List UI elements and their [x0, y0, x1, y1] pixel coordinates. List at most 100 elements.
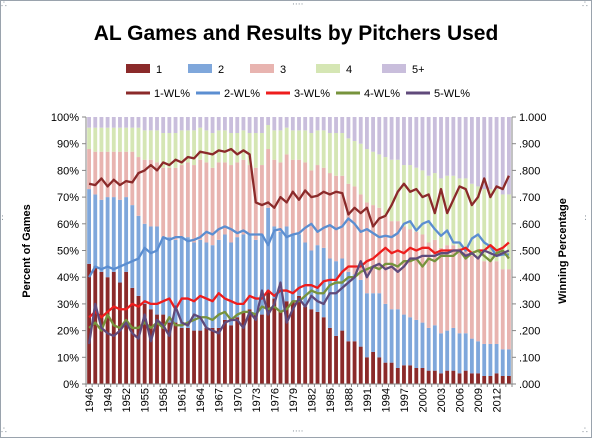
legend-label: 2 — [218, 64, 224, 76]
bar-segment-5+ — [93, 117, 98, 128]
bar-segment-2 — [278, 231, 283, 312]
bar-segment-4 — [253, 133, 258, 168]
bar-segment-2 — [167, 237, 172, 323]
bar-segment-1 — [198, 330, 203, 384]
bar-segment-5+ — [297, 117, 301, 131]
bar-segment-3 — [309, 170, 314, 251]
bar-segment-3 — [229, 165, 233, 243]
line-4-WL% — [88, 249, 510, 332]
resize-handle-top-right[interactable]: ∴ — [582, 0, 588, 10]
bar-segment-1 — [507, 375, 511, 384]
resize-handle-bottom-right[interactable]: ∴ — [582, 426, 588, 436]
bar-segment-4 — [142, 130, 147, 160]
bar-segment-3 — [130, 151, 135, 206]
bar-segment-3 — [247, 165, 252, 235]
legend-label: 1 — [156, 64, 162, 76]
bar-segment-2 — [260, 234, 264, 315]
bar-segment-1 — [223, 319, 227, 384]
x-tick-label: 2009 — [473, 388, 485, 412]
bar-segment-3 — [167, 167, 172, 238]
resize-handle-top-left[interactable]: ∴ — [1, 0, 7, 10]
bar-segment-1 — [179, 327, 184, 384]
bar-segment-4 — [136, 127, 141, 158]
bar-segment-2 — [235, 237, 240, 318]
bar-segment-4 — [148, 130, 153, 160]
bar-segment-1 — [167, 322, 172, 384]
x-tick-label: 1973 — [251, 388, 263, 412]
y-axis-label: Percent of Games — [21, 204, 33, 298]
bar-segment-3 — [383, 215, 388, 304]
bar-segment-3 — [457, 247, 462, 334]
bar-segment-1 — [260, 314, 264, 384]
x-tick-label: 2003 — [436, 388, 448, 412]
y2-tick-label: .800 — [519, 165, 540, 177]
bar-segment-1 — [111, 271, 116, 384]
bar-segment-4 — [223, 130, 227, 163]
legend-item-5-WL%: 5-WL% — [406, 88, 470, 100]
bar-segment-2 — [352, 274, 357, 342]
resize-handle-left[interactable]: : — [1, 213, 5, 223]
bar-segment-2 — [142, 223, 147, 304]
bar-segment-1 — [272, 298, 277, 384]
x-tick-label: 1991 — [362, 388, 374, 412]
y2-tick-label: .200 — [519, 326, 540, 338]
bar-segment-4 — [463, 178, 468, 251]
resize-handle-bottom[interactable]: ···· — [292, 427, 304, 437]
bar-segment-5+ — [284, 117, 289, 128]
legend-label: 4 — [346, 64, 352, 76]
bar-segment-4 — [290, 130, 295, 160]
bar-segment-4 — [494, 189, 499, 262]
legend-swatch — [188, 64, 212, 73]
bar-segment-2 — [402, 314, 406, 366]
bar-segment-3 — [352, 186, 357, 275]
bar-segment-3 — [241, 159, 246, 235]
resize-handle-bottom-left[interactable]: ∴ — [1, 426, 7, 436]
bar-segment-5+ — [488, 117, 493, 190]
bar-segment-3 — [507, 269, 511, 350]
bar-segment-4 — [173, 133, 178, 168]
bar-segment-1 — [87, 263, 91, 384]
bar-segment-2 — [420, 322, 425, 368]
bar-segment-2 — [383, 303, 388, 363]
bar-segment-4 — [309, 133, 314, 171]
bar-segment-5+ — [414, 117, 419, 168]
bar-segment-2 — [500, 349, 505, 376]
bar-segment-4 — [266, 125, 271, 150]
bar-segment-5+ — [142, 117, 147, 131]
bar-segment-3 — [414, 231, 419, 320]
bar-segment-1 — [297, 295, 301, 384]
bar-segment-5+ — [432, 117, 437, 174]
bar-segment-4 — [118, 127, 122, 152]
x-tick-label: 1958 — [158, 388, 170, 412]
legend-swatch — [316, 64, 340, 73]
line-2-WL% — [88, 217, 509, 278]
y-tick-label: 50% — [57, 246, 79, 258]
x-tick-label: 1979 — [288, 388, 300, 412]
resize-handle-right[interactable]: : — [584, 213, 588, 223]
bar-segment-1 — [173, 322, 178, 384]
bar-segment-5+ — [507, 117, 511, 195]
x-tick-label: 1952 — [121, 388, 133, 412]
bar-segment-4 — [192, 130, 196, 166]
bar-segment-4 — [439, 178, 443, 248]
bar-segment-4 — [216, 130, 221, 163]
bar-segment-4 — [414, 167, 419, 232]
legend-label: 3-WL% — [294, 88, 330, 100]
x-tick-label: 1976 — [269, 388, 281, 412]
bar-segment-2 — [297, 234, 301, 296]
resize-handle-top[interactable]: ···· — [292, 0, 304, 10]
bar-segment-5+ — [278, 117, 283, 131]
bar-segment-4 — [297, 130, 301, 160]
bar-segment-1 — [346, 341, 351, 384]
bar-segment-2 — [136, 215, 141, 296]
bar-segment-1 — [463, 370, 468, 384]
bar-segment-5+ — [321, 117, 326, 131]
bar-segment-2 — [358, 279, 363, 347]
bar-segment-1 — [408, 365, 413, 384]
bar-segment-3 — [272, 159, 277, 227]
bar-segment-1 — [303, 306, 308, 384]
bar-segment-4 — [327, 133, 332, 174]
bar-segment-2 — [451, 327, 456, 371]
bar-segment-3 — [105, 151, 110, 198]
